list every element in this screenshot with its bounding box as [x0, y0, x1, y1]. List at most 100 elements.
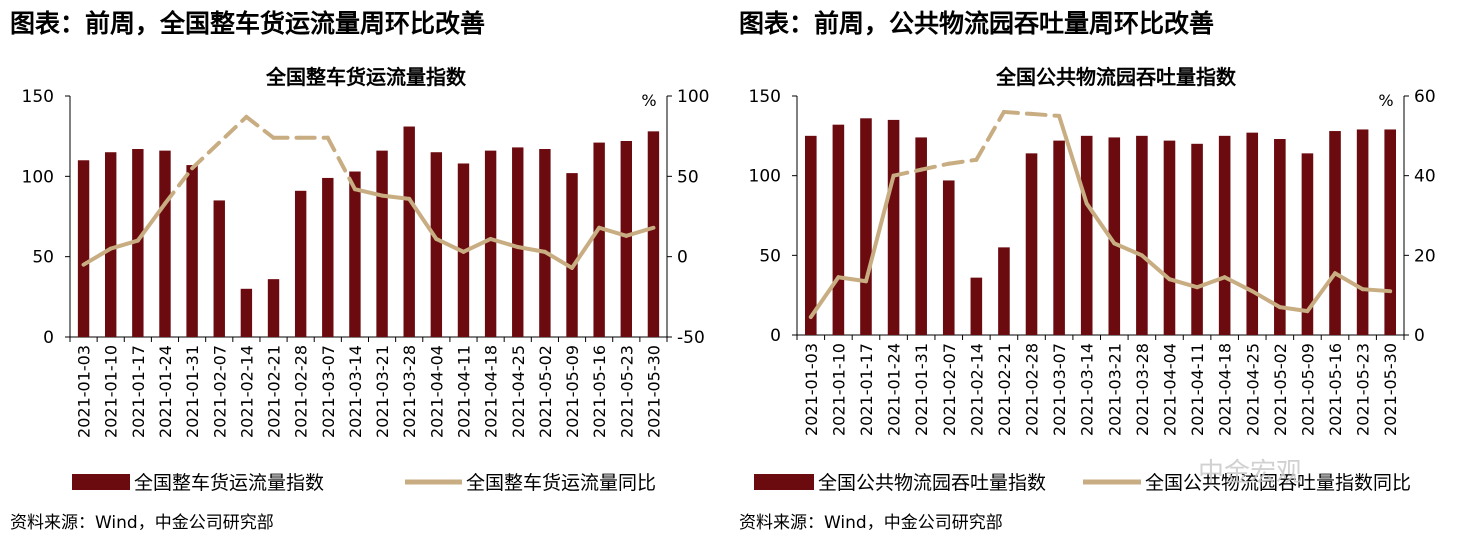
x-tick-label: 2021-05-16 — [590, 345, 609, 438]
bar — [1163, 140, 1176, 335]
bar — [1053, 140, 1065, 335]
bar — [349, 171, 361, 337]
bar — [322, 177, 334, 337]
x-tick-label: 2021-01-24 — [156, 345, 175, 438]
x-tick-label: 2021-04-04 — [427, 345, 446, 438]
line-segment — [542, 249, 575, 270]
bar — [213, 200, 225, 337]
x-tick-label: 2021-01-24 — [885, 343, 904, 436]
y-left-tick-label: 0 — [770, 326, 781, 346]
line-segment — [624, 225, 656, 238]
x-tick-label: 2021-02-07 — [940, 343, 959, 436]
x-tick-label: 2021-03-07 — [319, 345, 338, 438]
line-segment — [836, 275, 868, 284]
x-tick-label: 2021-01-10 — [102, 345, 121, 438]
line-segment — [108, 238, 140, 251]
bar — [240, 288, 253, 337]
y-right-tick-label: 0 — [1414, 326, 1425, 346]
chart-panel-logistics-park: 图表：前周，公共物流园吞吐量周环比改善 全国公共物流园吞吐量指数 150 100 50… — [729, 0, 1458, 540]
watermark-logo: 中金宏观 — [1198, 458, 1303, 488]
line-segment — [946, 157, 979, 166]
bar — [403, 126, 415, 337]
bar — [915, 137, 927, 335]
line-segment — [81, 246, 113, 267]
x-tick-label: 2021-01-31 — [183, 345, 202, 438]
line-segment — [407, 196, 439, 241]
x-tick-label: 2021-05-09 — [1298, 343, 1317, 436]
y-right-tick-label: 0 — [677, 248, 688, 268]
line-segment — [1139, 253, 1172, 282]
bar — [159, 150, 171, 337]
x-tick-label: 2021-03-28 — [400, 345, 419, 438]
bar — [512, 147, 524, 337]
bar — [566, 173, 578, 337]
y-right-tick-label: 50 — [677, 167, 699, 187]
bar — [1384, 129, 1396, 335]
line-segment — [1084, 201, 1117, 246]
x-tick-label: 2021-01-17 — [857, 343, 876, 436]
x-tick-label: 2021-05-02 — [536, 345, 555, 438]
x-tick-label: 2021-01-03 — [75, 345, 94, 438]
bar — [620, 140, 632, 337]
x-tick-label: 2021-03-14 — [346, 345, 365, 438]
bar — [832, 124, 845, 336]
bar — [998, 247, 1010, 335]
bar — [1246, 132, 1259, 335]
x-tick-label: 2021-04-04 — [1160, 343, 1179, 436]
x-tick-label: 2021-04-18 — [482, 345, 501, 438]
line-segment — [1360, 287, 1393, 294]
line-segment — [352, 187, 385, 198]
line-segment — [244, 114, 276, 140]
line-segment — [1167, 277, 1200, 290]
line-segment — [597, 225, 629, 238]
line-segment — [1333, 271, 1365, 292]
y-left-tick-label: 150 — [749, 87, 781, 107]
chart-title: 全国整车货运流量指数 — [265, 65, 467, 89]
bar — [942, 180, 955, 335]
x-tick-label: 2021-04-18 — [1216, 343, 1235, 436]
x-tick-label: 2021-04-11 — [1188, 343, 1207, 436]
bar — [805, 135, 817, 335]
line-segment — [1029, 111, 1062, 118]
x-tick-label: 2021-03-07 — [1050, 343, 1069, 436]
truck-freight-chart: 全国整车货运流量指数 150 100 50 0 100 50 0 -50% 2021-01-03 2… — [22, 65, 710, 494]
bar — [1108, 137, 1121, 335]
bar — [593, 142, 605, 337]
line-segment — [974, 109, 1006, 162]
x-tick-label: 2021-02-28 — [1023, 343, 1042, 436]
line-segment — [1305, 271, 1338, 314]
logistics-park-chart: 全国公共物流园吞吐量指数 150 100 50 0 60 40 20 0% 2021-01-03 2… — [749, 65, 1436, 494]
y-right-tick-label: 60 — [1414, 87, 1436, 107]
line-segment — [488, 236, 520, 250]
line-segment — [1277, 305, 1310, 314]
bar — [132, 149, 144, 337]
line-segment — [1250, 289, 1282, 310]
bar — [430, 152, 443, 337]
x-tick-label: 2021-02-21 — [995, 343, 1014, 436]
bar — [887, 119, 900, 336]
y-right-unit-label: % — [641, 91, 656, 110]
y-left-tick-label: 100 — [22, 167, 54, 187]
bar — [860, 118, 872, 335]
x-tick-label: 2021-05-23 — [617, 345, 636, 438]
line-segment — [190, 114, 249, 171]
line-segment — [461, 236, 493, 254]
x-tick-label: 2021-02-21 — [265, 345, 284, 438]
x-tick-label: 2021-01-31 — [912, 343, 931, 436]
x-tick-label: 2021-04-11 — [454, 345, 473, 438]
line-segment — [135, 201, 167, 243]
bar — [1329, 131, 1341, 335]
x-tick-label: 2021-02-28 — [292, 345, 311, 438]
legend-label: 全国整车货运流量同比 — [466, 472, 656, 494]
bar — [267, 279, 280, 337]
legend-swatch-bar — [72, 474, 130, 490]
bar — [1136, 135, 1148, 335]
line-segment — [1195, 275, 1227, 290]
bar — [77, 160, 90, 337]
line-segment — [808, 275, 841, 320]
line-segment — [891, 167, 924, 178]
x-tick-label: 2021-03-28 — [1133, 343, 1152, 436]
x-tick-label: 2021-05-09 — [563, 345, 582, 438]
x-tick-label: 2021-05-30 — [1381, 343, 1400, 436]
y-right-tick-label: -50 — [677, 328, 705, 348]
